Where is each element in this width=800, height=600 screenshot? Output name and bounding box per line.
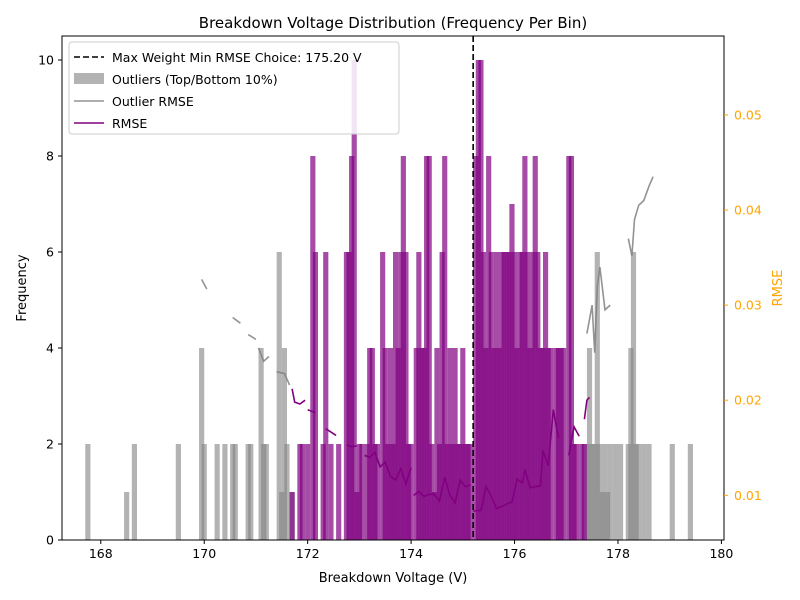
chart-title: Breakdown Voltage Distribution (Frequenc… bbox=[199, 14, 587, 32]
x-tick-label: 170 bbox=[192, 546, 216, 561]
x-axis-label: Breakdown Voltage (V) bbox=[319, 571, 468, 586]
histogram-bar bbox=[442, 156, 448, 540]
y-axis-label: Frequency bbox=[15, 254, 30, 321]
outlier-rmse-line bbox=[247, 333, 257, 341]
outlier-bar bbox=[630, 252, 637, 540]
rmse-line bbox=[291, 388, 306, 405]
outlier-bar bbox=[276, 252, 282, 540]
rmse-lines bbox=[291, 388, 591, 513]
outlier-bar bbox=[248, 444, 254, 540]
plot-frame bbox=[61, 35, 725, 541]
outlier-rmse-line bbox=[276, 370, 291, 386]
outlier-bar bbox=[641, 444, 647, 540]
outlier-bar bbox=[594, 252, 600, 540]
y-tick-label: 2 bbox=[46, 437, 54, 452]
outlier-histogram-bars bbox=[85, 252, 693, 540]
outlier-bar bbox=[607, 444, 613, 540]
y2-tick-label: 0.04 bbox=[734, 203, 762, 218]
y-tick-label: 8 bbox=[46, 149, 54, 164]
outlier-rmse-line bbox=[627, 176, 654, 256]
histogram-bar bbox=[426, 156, 432, 540]
rmse-line bbox=[472, 409, 560, 513]
x-tick-label: 174 bbox=[399, 546, 423, 561]
outlier-bar bbox=[85, 444, 91, 540]
y2-tick-label: 0.01 bbox=[734, 488, 762, 503]
x-tick-label: 180 bbox=[709, 546, 733, 561]
histogram-bar bbox=[323, 252, 329, 540]
legend-label-outlier-rmse: Outlier RMSE bbox=[112, 94, 194, 109]
histogram-bar bbox=[299, 444, 306, 540]
outlier-bar bbox=[214, 444, 220, 540]
y2-tick-label: 0.02 bbox=[734, 393, 762, 408]
histogram-bar bbox=[336, 444, 342, 540]
rmse-line bbox=[325, 428, 337, 437]
y2-axis-label: RMSE bbox=[771, 270, 786, 307]
legend: Max Weight Min RMSE Choice: 175.20 V Out… bbox=[68, 41, 400, 135]
outlier-bar bbox=[131, 444, 137, 540]
rmse-line bbox=[568, 424, 580, 456]
x-tick-label: 168 bbox=[89, 546, 113, 561]
histogram-bar bbox=[312, 252, 319, 540]
outlier-bar bbox=[612, 444, 618, 540]
histogram-bar bbox=[359, 444, 365, 540]
histogram-bar bbox=[305, 444, 311, 540]
legend-label-outliers: Outliers (Top/Bottom 10%) bbox=[112, 72, 278, 87]
y-tick-label: 6 bbox=[46, 245, 54, 260]
legend-outlier-patch-swatch bbox=[74, 73, 104, 84]
outlier-rmse-line bbox=[232, 316, 241, 324]
y-axis-left: 0 2 4 6 8 10 bbox=[38, 53, 62, 548]
rmse-line bbox=[346, 444, 357, 448]
histogram-bar bbox=[581, 444, 587, 540]
x-axis: 168 170 172 174 176 178 180 bbox=[89, 540, 733, 561]
x-tick-label: 176 bbox=[503, 546, 527, 561]
y-tick-label: 4 bbox=[46, 341, 54, 356]
main-histogram-bars bbox=[289, 60, 587, 540]
histogram-bar bbox=[561, 348, 567, 540]
histogram-bar bbox=[403, 252, 409, 540]
legend-label-rmse: RMSE bbox=[112, 116, 147, 131]
outlier-bar bbox=[636, 444, 642, 540]
rmse-line bbox=[583, 396, 591, 420]
histogram-bar bbox=[289, 492, 295, 540]
outlier-bar bbox=[263, 444, 269, 540]
y2-tick-label: 0.05 bbox=[734, 107, 762, 122]
rmse-line bbox=[364, 451, 412, 487]
outlier-bar bbox=[232, 444, 238, 540]
outlier-rmse-line bbox=[586, 266, 611, 353]
histogram-bar bbox=[328, 444, 334, 540]
outlier-rmse-line bbox=[257, 347, 270, 363]
histogram-bar bbox=[408, 444, 414, 540]
y-tick-label: 10 bbox=[38, 53, 54, 68]
legend-box bbox=[68, 41, 400, 135]
x-tick-label: 172 bbox=[296, 546, 320, 561]
outlier-bar bbox=[124, 492, 130, 540]
outlier-bar bbox=[284, 444, 290, 540]
rmse-line bbox=[413, 476, 471, 505]
outlier-bar bbox=[175, 444, 181, 540]
outlier-rmse-lines bbox=[200, 176, 654, 386]
outlier-bar bbox=[646, 444, 652, 540]
histogram-bar bbox=[351, 60, 357, 540]
histogram-bar bbox=[574, 444, 580, 540]
legend-label-max-weight: Max Weight Min RMSE Choice: 175.20 V bbox=[112, 50, 362, 65]
outlier-bar bbox=[222, 444, 228, 540]
histogram-bar bbox=[467, 444, 474, 540]
histogram-bar bbox=[568, 156, 575, 540]
outlier-bar bbox=[669, 444, 675, 540]
outlier-bar bbox=[201, 444, 207, 540]
y2-tick-label: 0.03 bbox=[734, 298, 762, 313]
histogram-bar bbox=[374, 444, 381, 540]
outlier-bar bbox=[687, 444, 693, 540]
outlier-rmse-line bbox=[200, 279, 208, 290]
outlier-bar bbox=[617, 444, 624, 540]
x-tick-label: 178 bbox=[606, 546, 630, 561]
y-tick-label: 0 bbox=[46, 533, 54, 548]
y-axis-right: 0.01 0.02 0.03 0.04 0.05 bbox=[724, 107, 762, 503]
rmse-line bbox=[307, 408, 316, 414]
